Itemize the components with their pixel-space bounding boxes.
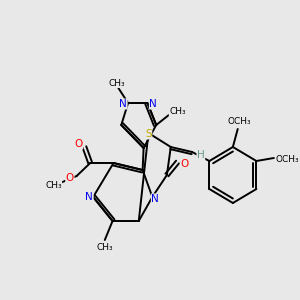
Text: O: O (66, 173, 74, 183)
Text: CH₃: CH₃ (169, 107, 186, 116)
Text: S: S (145, 129, 152, 139)
Text: O: O (74, 139, 83, 149)
Text: CH₃: CH₃ (97, 242, 113, 251)
Text: N: N (149, 99, 157, 109)
Text: CH₃: CH₃ (45, 181, 62, 190)
Text: OCH₃: OCH₃ (276, 155, 299, 164)
Text: N: N (152, 194, 159, 204)
Text: N: N (85, 192, 93, 202)
Text: H: H (197, 150, 205, 160)
Text: CH₃: CH₃ (108, 79, 125, 88)
Text: OCH₃: OCH₃ (228, 118, 251, 127)
Text: O: O (180, 159, 188, 169)
Text: N: N (119, 99, 127, 109)
